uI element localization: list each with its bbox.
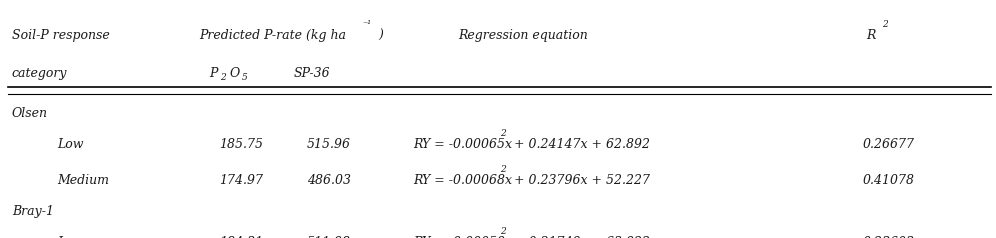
Text: category: category [12, 67, 68, 80]
Text: RY = -0.00068x: RY = -0.00068x [413, 174, 512, 187]
Text: Soil-P response: Soil-P response [12, 29, 110, 42]
Text: 185.75: 185.75 [219, 138, 263, 151]
Text: Bray-1: Bray-1 [12, 205, 54, 218]
Text: O: O [229, 67, 239, 80]
Text: 2: 2 [882, 20, 888, 29]
Text: ): ) [378, 29, 383, 42]
Text: 486.03: 486.03 [307, 174, 351, 187]
Text: RY = -0.00065x: RY = -0.00065x [413, 138, 512, 151]
Text: P: P [209, 67, 217, 80]
Text: 2: 2 [500, 165, 506, 174]
Text: 0.26677: 0.26677 [863, 138, 914, 151]
Text: 0.41078: 0.41078 [863, 174, 914, 187]
Text: Olsen: Olsen [12, 107, 48, 120]
Text: Predicted P-rate (kg ha: Predicted P-rate (kg ha [199, 29, 347, 42]
Text: R: R [867, 29, 875, 42]
Text: 174.97: 174.97 [219, 174, 263, 187]
Text: Low: Low [57, 236, 84, 238]
Text: 2: 2 [220, 73, 226, 82]
Text: 2: 2 [500, 227, 506, 236]
Text: + 0.24147x + 62.892: + 0.24147x + 62.892 [510, 138, 649, 151]
Text: 184.31: 184.31 [219, 236, 263, 238]
Text: Regression equation: Regression equation [458, 29, 588, 42]
Text: ⁻¹: ⁻¹ [363, 20, 372, 29]
Text: 515.96: 515.96 [307, 138, 351, 151]
Text: 5: 5 [242, 73, 248, 82]
Text: SP-36: SP-36 [294, 67, 331, 80]
Text: 511.98: 511.98 [307, 236, 351, 238]
Text: + 0.21749x + 63.922: + 0.21749x + 63.922 [510, 236, 649, 238]
Text: + 0.23796x + 52.227: + 0.23796x + 52.227 [510, 174, 649, 187]
Text: 0.23603: 0.23603 [863, 236, 914, 238]
Text: Low: Low [57, 138, 84, 151]
Text: Medium: Medium [57, 174, 109, 187]
Text: 2: 2 [500, 129, 506, 138]
Text: RY = -0.00059x: RY = -0.00059x [413, 236, 512, 238]
